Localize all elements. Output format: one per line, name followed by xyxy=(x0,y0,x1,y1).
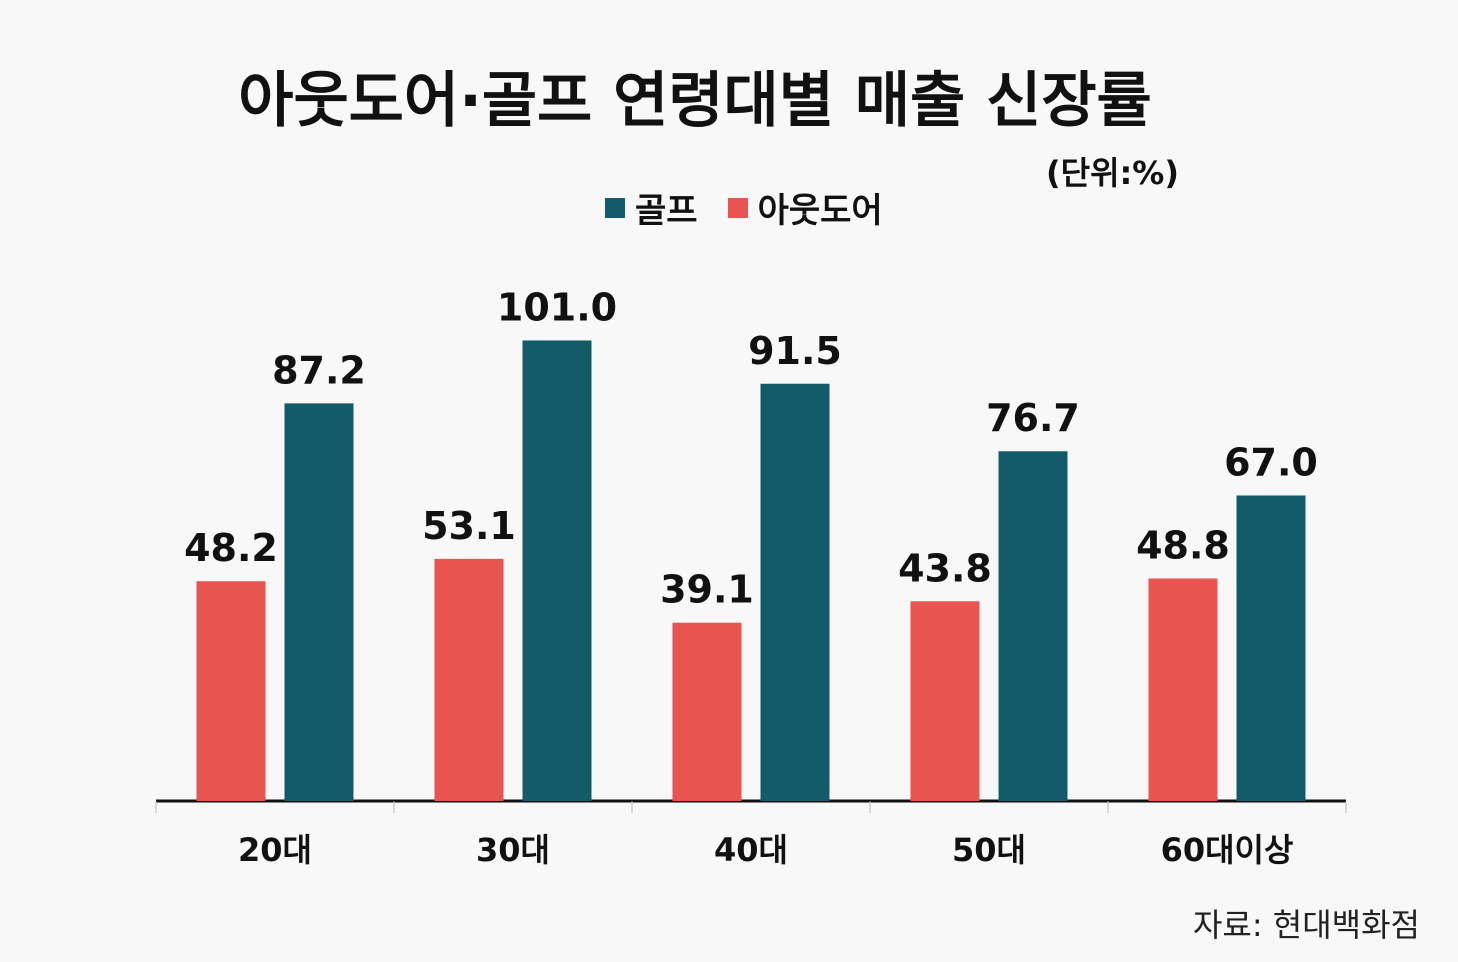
x-tick-label-1: 30대 xyxy=(476,831,550,869)
x-tick-label-0: 20대 xyxy=(238,831,312,869)
data-label-golf-0: 87.2 xyxy=(272,348,366,392)
legend-label-golf: 골프 xyxy=(635,191,698,231)
bar-outdoor-2 xyxy=(672,622,742,801)
data-label-golf-3: 76.7 xyxy=(986,396,1080,440)
x-tick-label-4: 60대이상 xyxy=(1161,831,1294,869)
bar-outdoor-1 xyxy=(434,558,504,801)
data-label-outdoor-4: 48.8 xyxy=(1136,523,1230,567)
legend-label-outdoor: 아웃도어 xyxy=(757,191,883,231)
legend-item-golf: 골프 xyxy=(605,183,698,232)
legend-swatch-golf xyxy=(605,197,625,218)
x-tick-label-2: 40대 xyxy=(714,831,788,869)
bar-outdoor-4 xyxy=(1148,578,1218,801)
bar-outdoor-0 xyxy=(196,581,266,801)
data-label-outdoor-0: 48.2 xyxy=(184,526,278,570)
data-label-golf-4: 67.0 xyxy=(1224,440,1318,484)
data-label-outdoor-3: 43.8 xyxy=(898,546,992,590)
legend: 골프 아웃도어 xyxy=(605,183,913,232)
chart-title: 아웃도어·골프 연령대별 매출 신장률 xyxy=(238,66,1152,136)
bar-golf-0 xyxy=(284,403,354,801)
bar-golf-1 xyxy=(522,340,592,801)
source-label: 자료: 현대백화점 xyxy=(1192,906,1420,944)
bar-golf-2 xyxy=(760,383,830,801)
unit-label: (단위:%) xyxy=(1046,154,1179,192)
legend-item-outdoor: 아웃도어 xyxy=(727,183,883,232)
legend-swatch-outdoor xyxy=(727,197,748,218)
bar-golf-4 xyxy=(1236,495,1306,801)
data-label-outdoor-2: 39.1 xyxy=(660,568,754,612)
data-label-golf-2: 91.5 xyxy=(748,329,842,373)
x-tick-label-3: 50대 xyxy=(952,831,1026,869)
data-label-golf-1: 101.0 xyxy=(497,285,617,329)
bar-outdoor-3 xyxy=(910,601,980,801)
data-label-outdoor-1: 53.1 xyxy=(422,504,516,548)
bar-golf-3 xyxy=(998,451,1068,801)
